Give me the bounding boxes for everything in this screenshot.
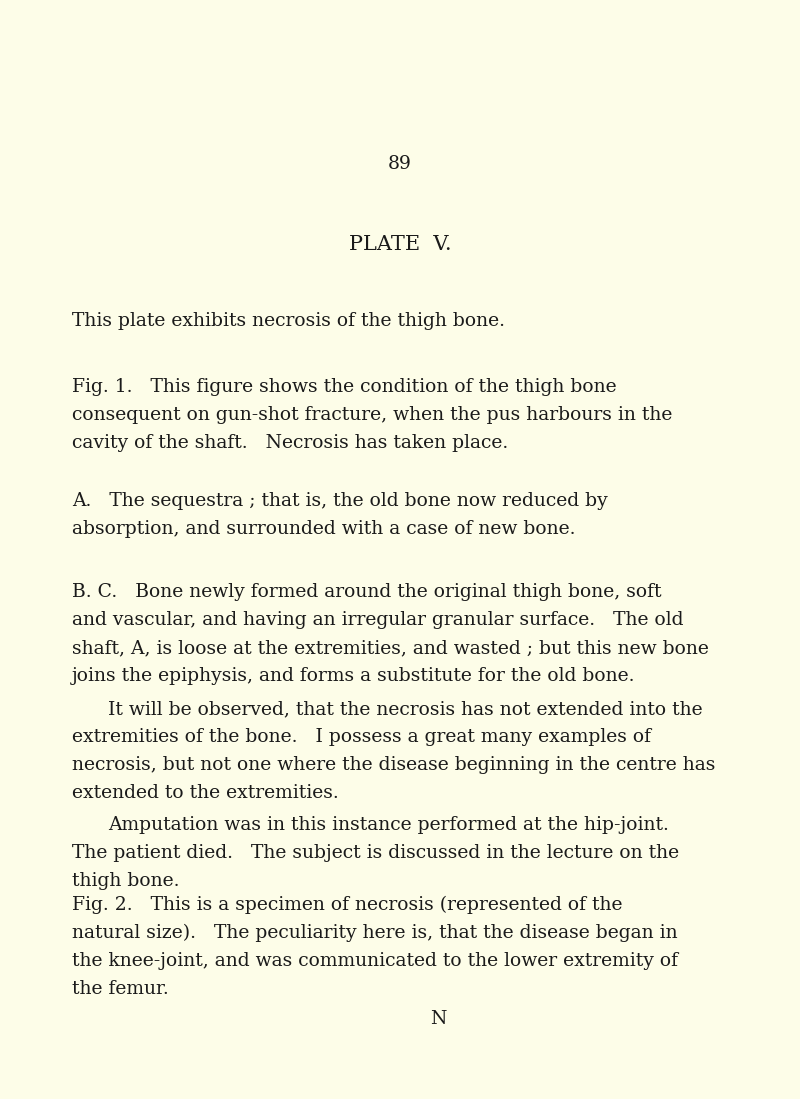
Text: natural size).   The peculiarity here is, that the disease began in: natural size). The peculiarity here is, … xyxy=(72,924,678,942)
Text: The patient died.   The subject is discussed in the lecture on the: The patient died. The subject is discuss… xyxy=(72,844,679,862)
Text: shaft, A, is loose at the extremities, and wasted ; but this new bone: shaft, A, is loose at the extremities, a… xyxy=(72,639,709,657)
Text: B. C.   Bone newly formed around the original thigh bone, soft: B. C. Bone newly formed around the origi… xyxy=(72,582,662,601)
Text: and vascular, and having an irregular granular surface.   The old: and vascular, and having an irregular gr… xyxy=(72,611,683,629)
Text: Fig. 1.   This figure shows the condition of the thigh bone: Fig. 1. This figure shows the condition … xyxy=(72,378,617,396)
Text: A.   The sequestra ; that is, the old bone now reduced by: A. The sequestra ; that is, the old bone… xyxy=(72,492,608,510)
Text: joins the epiphysis, and forms a substitute for the old bone.: joins the epiphysis, and forms a substit… xyxy=(72,667,635,685)
Text: necrosis, but not one where the disease beginning in the centre has: necrosis, but not one where the disease … xyxy=(72,756,715,774)
Text: the knee-joint, and was communicated to the lower extremity of: the knee-joint, and was communicated to … xyxy=(72,952,678,970)
Text: extended to the extremities.: extended to the extremities. xyxy=(72,784,338,802)
Text: cavity of the shaft.   Necrosis has taken place.: cavity of the shaft. Necrosis has taken … xyxy=(72,434,508,452)
Text: PLATE  V.: PLATE V. xyxy=(349,235,451,254)
Text: Amputation was in this instance performed at the hip-joint.: Amputation was in this instance performe… xyxy=(108,815,669,834)
Text: thigh bone.: thigh bone. xyxy=(72,872,179,890)
Text: It will be observed, that the necrosis has not extended into the: It will be observed, that the necrosis h… xyxy=(108,700,702,718)
Text: 89: 89 xyxy=(388,155,412,173)
Text: the femur.: the femur. xyxy=(72,980,169,998)
Text: absorption, and surrounded with a case of new bone.: absorption, and surrounded with a case o… xyxy=(72,520,575,539)
Text: Fig. 2.   This is a specimen of necrosis (represented of the: Fig. 2. This is a specimen of necrosis (… xyxy=(72,896,622,914)
Text: This plate exhibits necrosis of the thigh bone.: This plate exhibits necrosis of the thig… xyxy=(72,312,505,330)
Text: N: N xyxy=(430,1010,446,1028)
Text: consequent on gun-shot fracture, when the pus harbours in the: consequent on gun-shot fracture, when th… xyxy=(72,406,672,424)
Text: extremities of the bone.   I possess a great many examples of: extremities of the bone. I possess a gre… xyxy=(72,728,651,746)
